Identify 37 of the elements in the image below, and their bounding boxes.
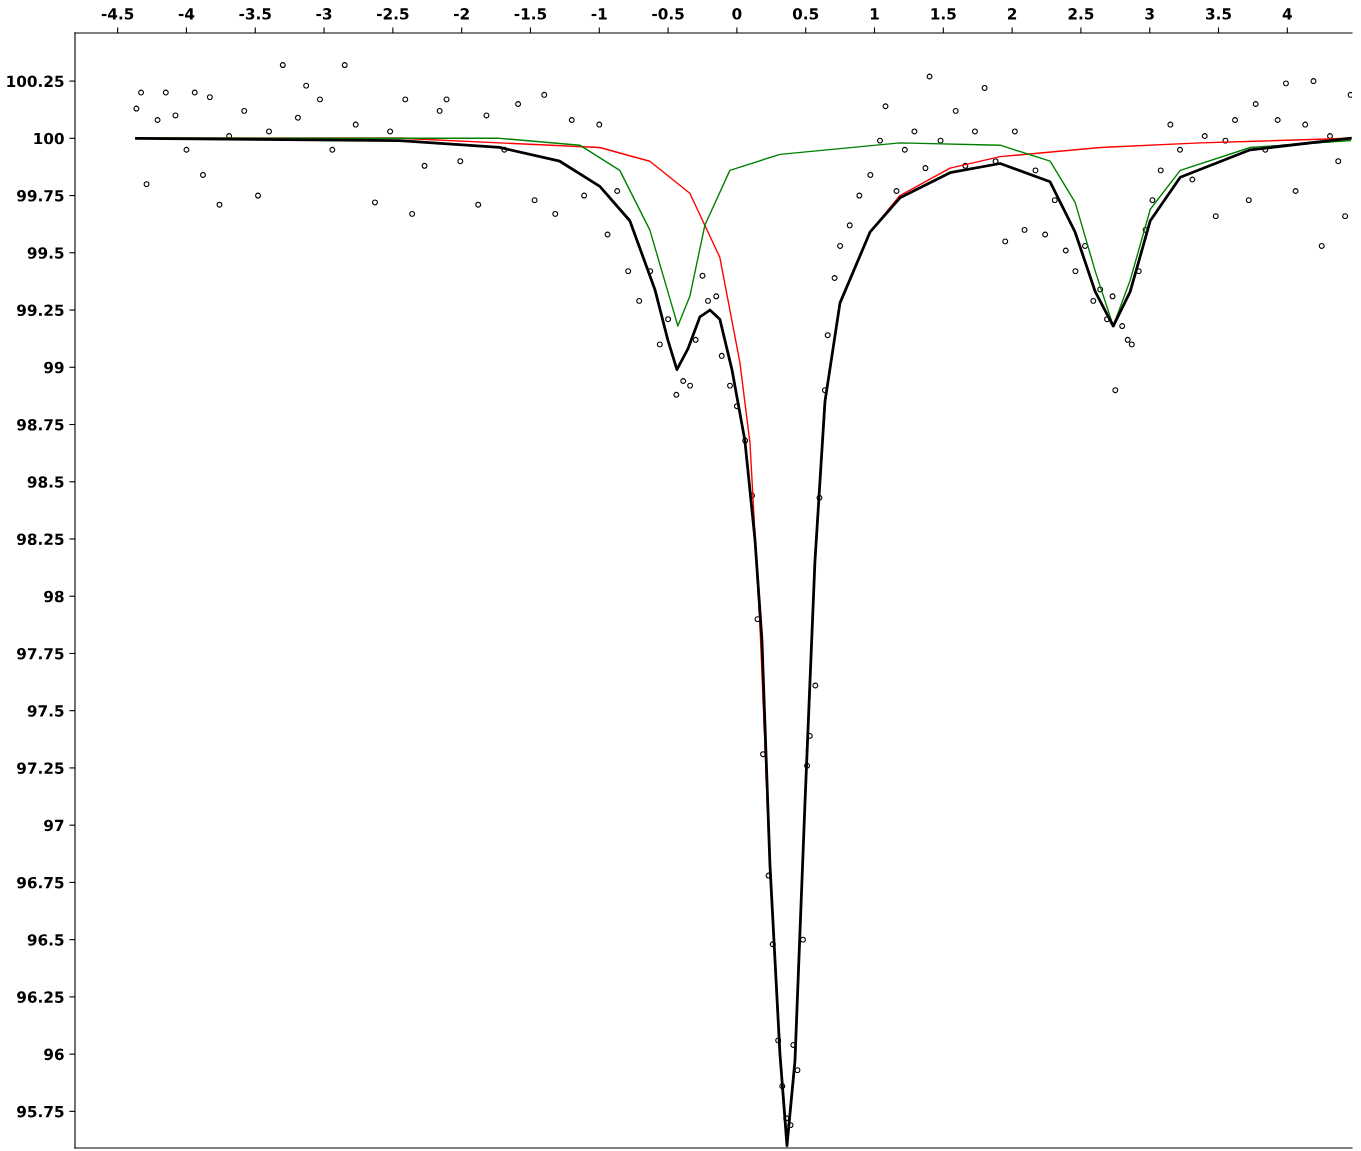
x-tick-label: 3.5 bbox=[1206, 8, 1231, 20]
x-tick-label: -0.5 bbox=[652, 8, 684, 20]
x-tick-label: -3.5 bbox=[239, 8, 271, 20]
x-tick-label: -2 bbox=[454, 8, 469, 20]
x-tick-label: -2.5 bbox=[377, 8, 409, 20]
y-tick-label: 97 bbox=[44, 819, 64, 832]
y-tick-label: 96.5 bbox=[27, 934, 64, 946]
x-tick-label: 1.5 bbox=[931, 8, 956, 20]
x-tick-label: 2.5 bbox=[1068, 8, 1094, 20]
x-tick-label: 3 bbox=[1145, 8, 1154, 20]
y-tick-label: 96.75 bbox=[17, 876, 64, 889]
y-tick-label: 99.5 bbox=[27, 247, 64, 259]
x-tick-label: 0.5 bbox=[792, 8, 819, 20]
y-tick-label: 100.25 bbox=[7, 75, 64, 88]
x-tick-label: 0 bbox=[732, 8, 742, 20]
y-tick-label: 99 bbox=[44, 361, 64, 374]
y-tick-label: 97.5 bbox=[27, 705, 64, 717]
x-tick-label: -1 bbox=[591, 8, 607, 20]
y-tick-label: 96 bbox=[44, 1048, 64, 1061]
x-tick-label: -3 bbox=[316, 8, 332, 20]
x-tick-label: -4.5 bbox=[101, 8, 134, 20]
x-tick-label: 4 bbox=[1282, 8, 1292, 20]
y-tick-label: 98.25 bbox=[17, 533, 64, 546]
y-tick-label: 99.25 bbox=[17, 304, 64, 317]
y-tick-label: 98.75 bbox=[17, 418, 64, 431]
y-tick-label: 97.75 bbox=[17, 647, 64, 660]
y-tick-label: 97.25 bbox=[17, 762, 64, 774]
x-tick-label: 1 bbox=[870, 8, 879, 20]
y-tick-label: 99.75 bbox=[17, 190, 64, 202]
y-tick-label: 95.75 bbox=[17, 1105, 64, 1118]
x-tick-label: -4 bbox=[178, 8, 195, 20]
x-tick-label: 2 bbox=[1008, 8, 1017, 20]
x-tick-label: -1.5 bbox=[514, 8, 547, 20]
y-tick-label: 98 bbox=[44, 590, 64, 603]
y-tick-label: 96.25 bbox=[17, 991, 64, 1003]
y-tick-label: 100 bbox=[34, 132, 64, 145]
y-tick-label: 98.5 bbox=[27, 476, 64, 488]
